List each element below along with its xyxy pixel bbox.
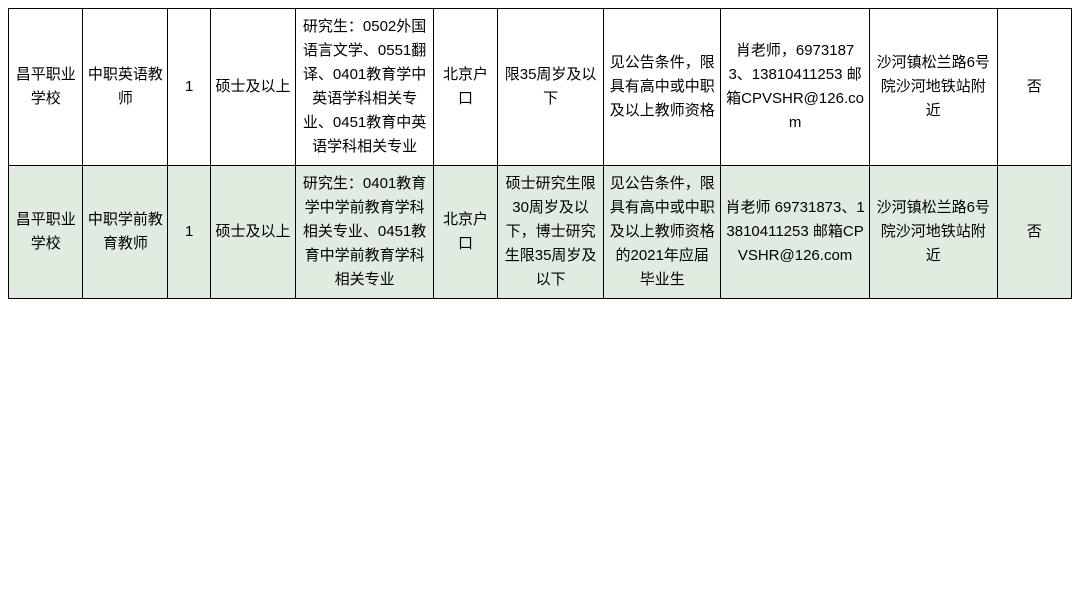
cell-degree: 硕士及以上: [210, 166, 295, 299]
cell-flag: 否: [997, 9, 1071, 166]
cell-hukou: 北京户口: [434, 9, 498, 166]
cell-position: 中职英语教师: [83, 9, 168, 166]
cell-age: 限35周岁及以下: [497, 9, 603, 166]
cell-position: 中职学前教育教师: [83, 166, 168, 299]
cell-age: 硕士研究生限30周岁及以下，博士研究生限35周岁及以下: [497, 166, 603, 299]
cell-major: 研究生：0401教育学中学前教育学科相关专业、0451教育中学前教育学科相关专业: [295, 166, 433, 299]
cell-count: 1: [168, 9, 211, 166]
recruitment-table: 昌平职业学校 中职英语教师 1 硕士及以上 研究生：0502外国语言文学、055…: [8, 8, 1072, 299]
cell-requirement: 见公告条件，限具有高中或中职及以上教师资格的2021年应届毕业生: [604, 166, 721, 299]
cell-degree: 硕士及以上: [210, 9, 295, 166]
cell-contact: 肖老师，69731873、13810411253 邮箱CPVSHR@126.co…: [721, 9, 870, 166]
table-row: 昌平职业学校 中职英语教师 1 硕士及以上 研究生：0502外国语言文学、055…: [9, 9, 1072, 166]
cell-count: 1: [168, 166, 211, 299]
table-row: 昌平职业学校 中职学前教育教师 1 硕士及以上 研究生：0401教育学中学前教育…: [9, 166, 1072, 299]
cell-major: 研究生：0502外国语言文学、0551翻译、0401教育学中英语学科相关专业、0…: [295, 9, 433, 166]
cell-school: 昌平职业学校: [9, 166, 83, 299]
cell-school: 昌平职业学校: [9, 9, 83, 166]
cell-address: 沙河镇松兰路6号院沙河地铁站附近: [869, 166, 997, 299]
cell-flag: 否: [997, 166, 1071, 299]
cell-hukou: 北京户口: [434, 166, 498, 299]
cell-address: 沙河镇松兰路6号院沙河地铁站附近: [869, 9, 997, 166]
cell-contact: 肖老师 69731873、13810411253 邮箱CPVSHR@126.co…: [721, 166, 870, 299]
cell-requirement: 见公告条件，限具有高中或中职及以上教师资格: [604, 9, 721, 166]
table-body: 昌平职业学校 中职英语教师 1 硕士及以上 研究生：0502外国语言文学、055…: [9, 9, 1072, 299]
